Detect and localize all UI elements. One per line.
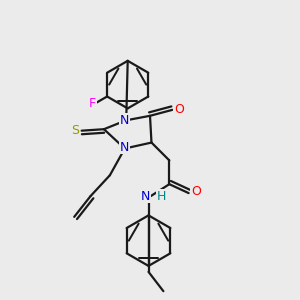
Text: N: N bbox=[141, 190, 150, 202]
Text: N: N bbox=[120, 140, 129, 154]
Text: N: N bbox=[120, 114, 129, 127]
Text: O: O bbox=[174, 103, 184, 116]
Text: S: S bbox=[71, 124, 79, 137]
Text: H: H bbox=[157, 190, 167, 202]
Text: O: O bbox=[191, 185, 201, 198]
Text: F: F bbox=[89, 98, 96, 110]
